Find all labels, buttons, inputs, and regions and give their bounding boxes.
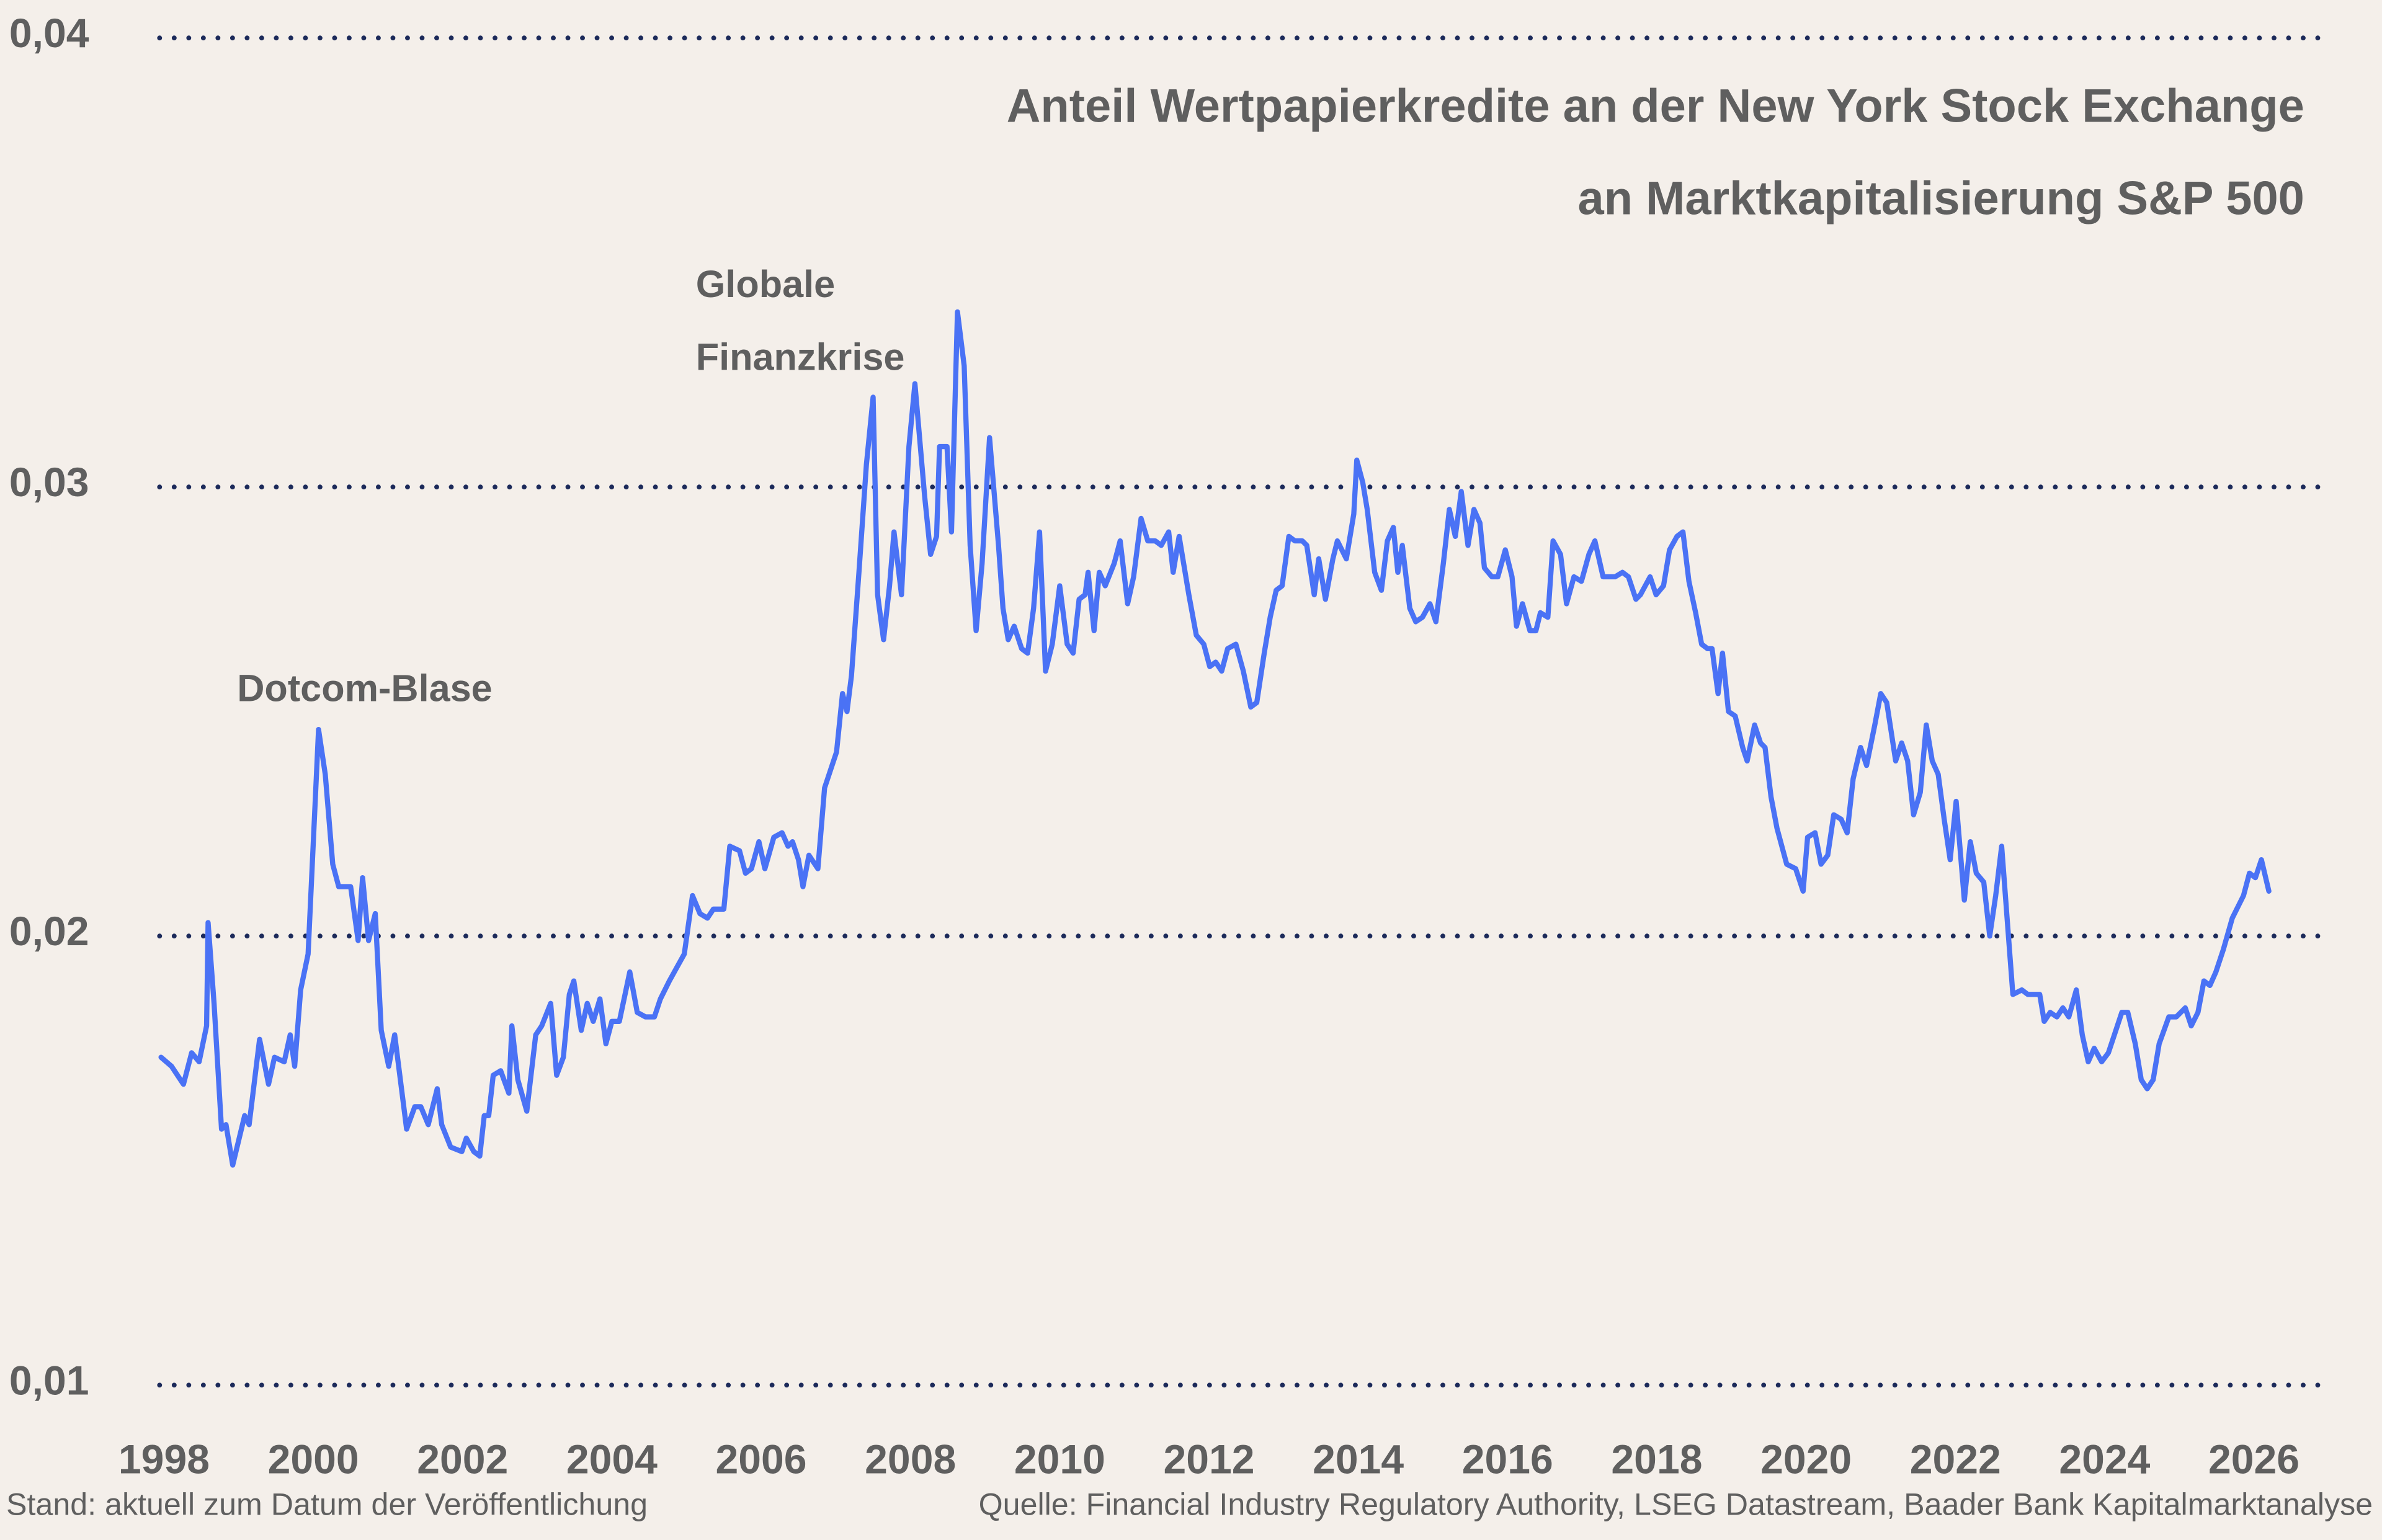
x-tick-label: 2022 — [1910, 1437, 2001, 1483]
y-tick-label: 0,04 — [9, 11, 89, 56]
y-tick-label: 0,03 — [9, 460, 89, 505]
chart-title: Anteil Wertpapierkredite an der New York… — [1007, 79, 2304, 132]
x-tick-label: 2014 — [1313, 1437, 1404, 1483]
x-tick-label: 2016 — [1462, 1437, 1553, 1483]
x-tick-label: 2026 — [2208, 1437, 2299, 1483]
source: Quelle: Financial Industry Regulatory Au… — [979, 1487, 2373, 1521]
x-tick-label: 2020 — [1760, 1437, 1852, 1483]
x-tick-label: 2024 — [2059, 1437, 2150, 1483]
x-tick-label: 2008 — [865, 1437, 956, 1483]
x-tick-label: 1998 — [118, 1437, 210, 1483]
annotation: Finanzkrise — [696, 336, 905, 378]
data-line — [158, 309, 2272, 1168]
footnote: Stand: aktuell zum Datum der Veröffentli… — [6, 1487, 648, 1521]
x-tick-label: 2002 — [417, 1437, 508, 1483]
x-tick-label: 2012 — [1163, 1437, 1254, 1483]
x-tick-label: 2000 — [268, 1437, 359, 1483]
x-tick-label: 2004 — [566, 1437, 658, 1483]
x-tick-label: 2010 — [1014, 1437, 1105, 1483]
grid: 0,01 0,02 0,03 0,04 1998 2000 2002 2004 2006 2008… — [9, 11, 2324, 1483]
y-tick-label: 0,02 — [9, 909, 89, 955]
y-tick-label: 0,01 — [9, 1358, 89, 1404]
chart-title: an Marktkapitalisierung S&P 500 — [1578, 172, 2304, 225]
annotation: Globale — [696, 263, 835, 305]
x-tick-label: 2018 — [1611, 1437, 1702, 1483]
annotation: Dotcom-Blase — [237, 667, 493, 709]
plot — [158, 309, 2272, 1168]
x-tick-label: 2006 — [716, 1437, 807, 1483]
